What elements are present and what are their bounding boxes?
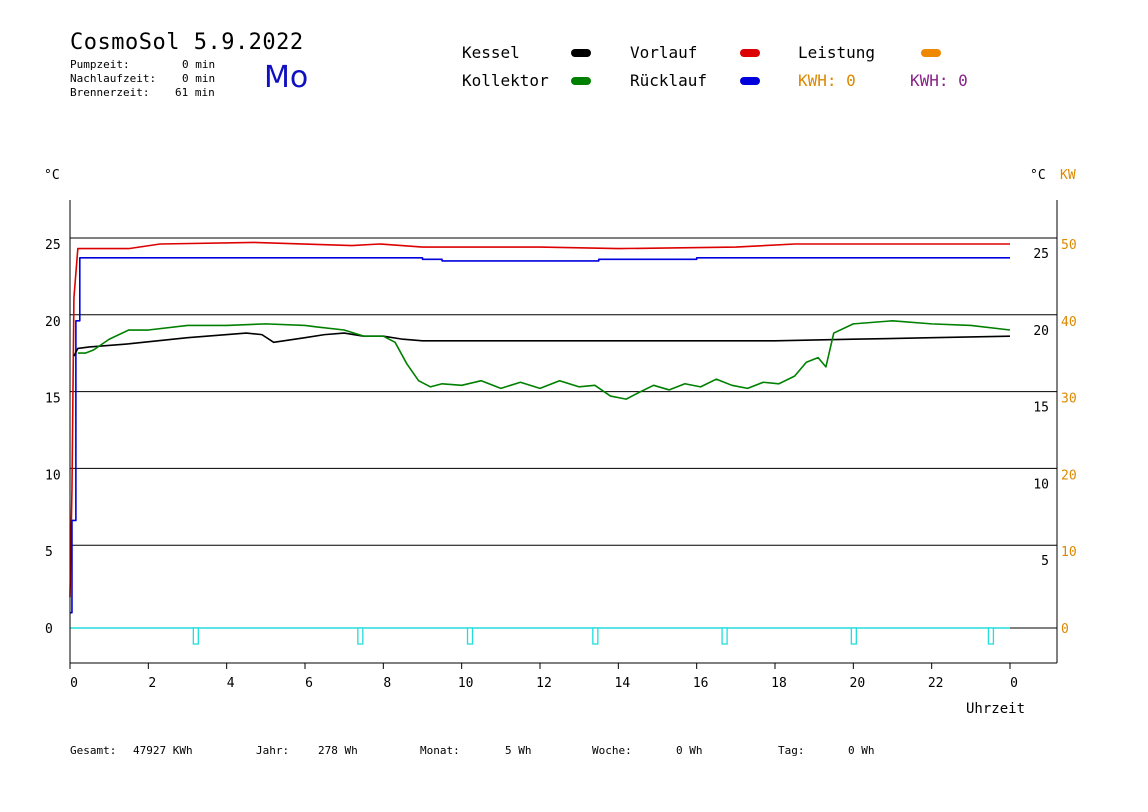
y-tick-label-right: 20 — [1033, 324, 1049, 339]
x-tick-label: 10 — [458, 676, 474, 691]
legend-kollektor-label: Kollektor — [462, 71, 549, 90]
y-tick-label-left: 25 — [45, 238, 61, 253]
weekday-label: Mo — [264, 60, 309, 95]
x-tick-label: 4 — [227, 676, 235, 691]
x-tick-label: 20 — [850, 676, 866, 691]
footer-tag-value: 0 Wh — [848, 744, 875, 757]
footer-gesamt-label: Gesamt: — [70, 744, 117, 757]
footer-woche-value: 0 Wh — [676, 744, 703, 757]
legend-leistung-label: Leistung — [798, 43, 876, 62]
legend-ruecklauf-label: Rücklauf — [630, 71, 708, 90]
footer-monat-label: Monat: — [420, 744, 460, 757]
x-tick-label: 0 — [1010, 676, 1018, 691]
pump-marker-1 — [357, 627, 364, 645]
legend-kessel-label: Kessel — [462, 43, 520, 62]
stat-pumpzeit-value: 0 min — [182, 58, 216, 71]
y-tick-label-right: 15 — [1033, 401, 1049, 416]
pump-marker-4 — [721, 627, 728, 645]
x-tick-label: 0 — [70, 676, 78, 691]
pump-marker-3 — [592, 627, 599, 645]
x-tick-label: 12 — [536, 676, 552, 691]
x-axis-label: Uhrzeit — [966, 701, 1026, 717]
y-tick-label-left: 0 — [45, 622, 53, 637]
x-tick-label: 14 — [615, 676, 631, 691]
footer-gesamt-value: 47927 KWh — [133, 744, 193, 757]
series-line-vorlauf — [69, 241, 1010, 598]
page-title: CosmoSol 5.9.2022 — [70, 30, 304, 55]
y-tick-label-left: 15 — [45, 392, 61, 407]
x-tick-label: 6 — [305, 676, 313, 691]
y-axis-unit-right: °C — [1030, 168, 1046, 183]
pump-marker-6 — [987, 627, 995, 645]
y-tick-label-kw: 30 — [1061, 392, 1077, 407]
pump-marker-2 — [466, 627, 474, 645]
kwh-orange: KWH: 0 — [798, 71, 856, 90]
footer-tag-label: Tag: — [778, 744, 805, 757]
stat-nachlaufzeit-value: 0 min — [182, 72, 216, 85]
legend-vorlauf-swatch — [740, 49, 760, 57]
x-tick-label: 22 — [928, 676, 944, 691]
y-tick-label-right: 5 — [1041, 554, 1049, 569]
y-axis-unit-kw: KW — [1060, 168, 1076, 183]
footer-woche-label: Woche: — [592, 744, 632, 757]
stat-nachlaufzeit-label: Nachlaufzeit: — [70, 72, 157, 85]
legend-leistung-swatch — [921, 49, 941, 57]
y-axis-unit-left: °C — [44, 168, 60, 183]
x-tick-label: 2 — [148, 676, 156, 691]
y-tick-label-left: 20 — [45, 315, 61, 330]
x-tick-label: 18 — [771, 676, 787, 691]
kwh-purple: KWH: 0 — [910, 71, 968, 90]
y-tick-label-kw: 40 — [1061, 315, 1077, 330]
y-tick-label-kw: 10 — [1061, 545, 1077, 560]
legend-kollektor-swatch — [571, 77, 591, 85]
legend-kessel-swatch — [571, 49, 591, 57]
footer-monat-value: 5 Wh — [505, 744, 532, 757]
temperature-chart: 0 2 4 6 8 10 12 14 16 18 20 22 0 0 5 10 15 20 25 5 10 15 20 25 0… — [45, 200, 1077, 691]
stat-pumpzeit-label: Pumpzeit: — [70, 58, 130, 71]
y-tick-label-left: 5 — [45, 545, 53, 560]
y-tick-label-kw: 20 — [1061, 468, 1077, 483]
stat-brennerzeit-label: Brennerzeit: — [70, 86, 150, 99]
series-line-kessel — [73, 332, 1011, 357]
series-line-kollektor — [77, 319, 1011, 400]
y-tick-label-right: 25 — [1033, 247, 1049, 262]
y-tick-label-left: 10 — [45, 468, 61, 483]
footer-jahr-value: 278 Wh — [318, 744, 358, 757]
y-tick-label-right: 10 — [1033, 477, 1049, 492]
pump-marker-5 — [850, 627, 857, 645]
pump-marker-0 — [192, 627, 199, 645]
series-line-rcklauf — [70, 257, 1010, 614]
stat-brennerzeit-value: 61 min — [175, 86, 215, 99]
y-tick-label-kw: 50 — [1061, 238, 1077, 253]
y-tick-label-kw: 0 — [1061, 622, 1069, 637]
x-tick-label: 16 — [693, 676, 709, 691]
legend-ruecklauf-swatch — [740, 77, 760, 85]
footer-jahr-label: Jahr: — [256, 744, 290, 757]
legend-vorlauf-label: Vorlauf — [630, 43, 698, 62]
x-tick-label: 8 — [383, 676, 391, 691]
